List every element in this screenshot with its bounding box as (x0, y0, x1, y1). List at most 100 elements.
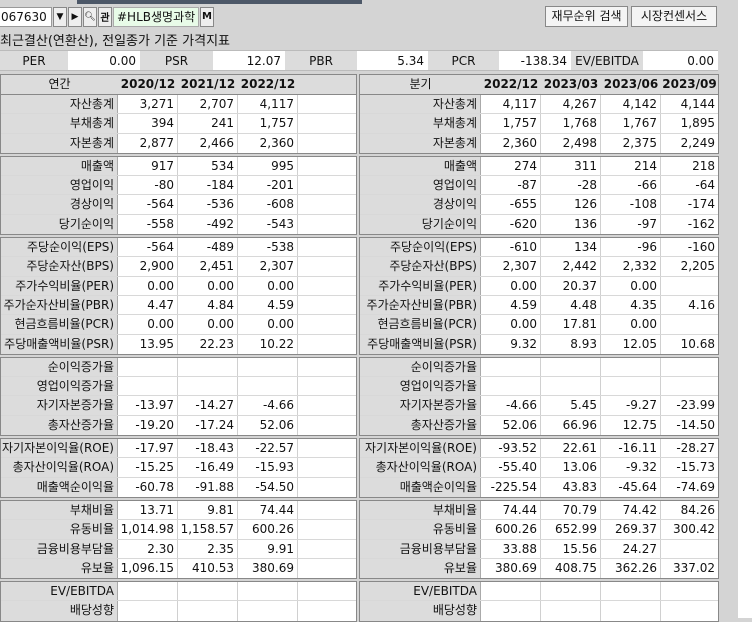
cell-value: 4.48 (541, 295, 601, 315)
search-icon[interactable]: 🔍︎ (83, 6, 97, 27)
caption: 최근결산(연환산), 전일종가 기준 가격지표 (0, 34, 230, 49)
quarterly-table: 분기 2022/12 2023/03 2023/06 2023/09 자산총계 4,117 4… (359, 74, 719, 622)
row-label: EV/EBITDA (1, 582, 118, 601)
table-row: 주가순자산비율(PBR) 4.59 4.48 4.35 4.16 (360, 295, 718, 316)
table-row: 매출액순이익율 -225.54 43.83 -45.64 -74.69 (360, 477, 718, 497)
cell-value: -19.20 (118, 415, 178, 436)
cell-value: -96 (601, 238, 661, 257)
row-group: EV/EBITDA 배당성향 (359, 581, 719, 622)
cell-value (118, 357, 178, 377)
table-header: 분기 2022/12 2023/03 2023/06 2023/09 (359, 74, 719, 94)
row-label: 자본총계 (1, 133, 118, 153)
row-group: 자산총계 4,117 4,267 4,142 4,144 부채총계 1,757 1,768 1,… (359, 94, 719, 154)
cell-value: 2,307 (481, 257, 541, 276)
cell-value (298, 157, 356, 175)
cell-value: 70.79 (541, 500, 601, 520)
cell-value: -28 (541, 176, 601, 195)
cell-value: -93.52 (481, 439, 541, 458)
row-group: 자기자본이익율(ROE) -93.52 22.61 -16.11 -28.27 총자산이익… (359, 438, 719, 498)
row-label: 자산총계 (1, 95, 118, 114)
financial-rank-search-button[interactable]: 재무순위 검색 (545, 6, 628, 27)
cell-value: 2,332 (601, 257, 661, 276)
cell-value: -9.32 (601, 458, 661, 477)
row-label: 당기순이익 (1, 214, 118, 235)
cell-value: -28.27 (676, 441, 715, 456)
cell-value: 600.26 (238, 520, 298, 539)
table-row: 영업이익증가율 (1, 377, 356, 397)
row-label: 주가순자산비율(PBR) (1, 295, 118, 315)
cell-value: -15.25 (118, 458, 178, 477)
row-group: EV/EBITDA 배당성향 (0, 581, 357, 622)
table-row: 자기자본증가율 -13.97 -14.27 -4.66 (1, 396, 356, 416)
m-button[interactable]: M (200, 6, 214, 27)
cell-value: 0.00 (118, 276, 178, 295)
cell-value: -184 (178, 176, 238, 195)
table-row: 영업이익증가율 (360, 377, 718, 397)
pcr-label: PCR (428, 51, 499, 70)
next-arrow-icon[interactable]: ▶ (68, 6, 82, 27)
table-row: 주가순자산비율(PBR) 4.47 4.84 4.59 (1, 295, 356, 316)
table-row: 유동비율 600.26 652.99 269.37 300.42 (360, 520, 718, 540)
table-row: 유보율 380.69 408.75 362.26 337.02 (360, 558, 718, 579)
row-group: 부채비율 13.71 9.81 74.44 유동비율 1,014.98 1,158.57 60… (0, 499, 357, 580)
dropdown-arrow-icon[interactable]: ▼ (53, 6, 67, 27)
cell-value: 0.00 (178, 315, 238, 334)
row-label: 유동비율 (360, 520, 481, 539)
row-label: 주당순이익(EPS) (1, 238, 118, 257)
row-group: 주당순이익(EPS) -564 -489 -538 주당순자산(BPS) 2,900 2,4… (0, 237, 357, 355)
table-row: 총자산이익율(ROA) -55.40 13.06 -9.32 -15.73 (360, 458, 718, 478)
table-row: 배당성향 (360, 601, 718, 621)
cell-value (298, 358, 356, 376)
table-row: 자본총계 2,877 2,466 2,360 (1, 133, 356, 153)
cell-value: -16.11 (601, 439, 661, 458)
cell-value: 4.59 (238, 295, 298, 315)
market-consensus-button[interactable]: 시장컨센서스 (631, 6, 717, 27)
cell-value: 1,895 (680, 116, 715, 131)
cell-value: 0.00 (601, 315, 661, 334)
toolbar: 067630 ▼ ▶ 🔍︎ 관 #HLB생명과학 M (0, 6, 214, 27)
row-label: 유보율 (360, 558, 481, 579)
cell-value: 66.96 (541, 415, 601, 436)
table-row: 주가수익비율(PER) 0.00 20.37 0.00 (360, 276, 718, 296)
kwan-button[interactable]: 관 (98, 6, 112, 27)
cell-value: -66 (601, 176, 661, 195)
period-header: 2021/12 (180, 77, 236, 91)
cell-value: 4,142 (601, 95, 661, 114)
cell-value: -655 (481, 195, 541, 214)
cell-value: -74.69 (676, 479, 715, 494)
table-row: 주당순자산(BPS) 2,307 2,442 2,332 2,205 (360, 257, 718, 277)
cell-value (298, 315, 356, 333)
stock-code-input[interactable]: 067630 (0, 6, 52, 27)
cell-value: 13.06 (541, 458, 601, 477)
period-header: 2023/03 (543, 77, 599, 91)
cell-value (298, 458, 356, 476)
table-row: 영업이익 -87 -28 -66 -64 (360, 176, 718, 196)
row-label: 주당매출액비율(PSR) (360, 334, 481, 354)
per-value: 0.00 (68, 51, 140, 70)
cell-value: -17.97 (118, 439, 178, 458)
cell-value: -558 (118, 214, 178, 235)
table-row: 유보율 1,096.15 410.53 380.69 (1, 558, 356, 579)
cell-value: 0.00 (481, 276, 541, 295)
row-label: 자기자본증가율 (1, 396, 118, 415)
cell-value: 12.75 (601, 415, 661, 436)
cell-value: -536 (178, 195, 238, 214)
row-label: 주가수익비율(PER) (1, 276, 118, 295)
cell-value (298, 559, 356, 578)
cell-value: 9.91 (238, 539, 298, 558)
cell-value: 136 (541, 214, 601, 235)
cell-value: -9.27 (601, 396, 661, 415)
cell-value: -13.97 (118, 396, 178, 415)
cell-value: 214 (601, 156, 661, 176)
cell-value: -543 (238, 214, 298, 235)
row-label: 부채총계 (1, 114, 118, 133)
cell-value: 134 (541, 238, 601, 257)
row-label: 부채총계 (360, 114, 481, 133)
cell-value: 2,466 (178, 133, 238, 153)
cell-value (541, 582, 601, 601)
cell-value (661, 315, 718, 333)
cell-value: 13.95 (118, 334, 178, 354)
cell-value: 652.99 (541, 520, 601, 539)
table-row: 유동비율 1,014.98 1,158.57 600.26 (1, 520, 356, 540)
cell-value: 0.00 (118, 315, 178, 334)
